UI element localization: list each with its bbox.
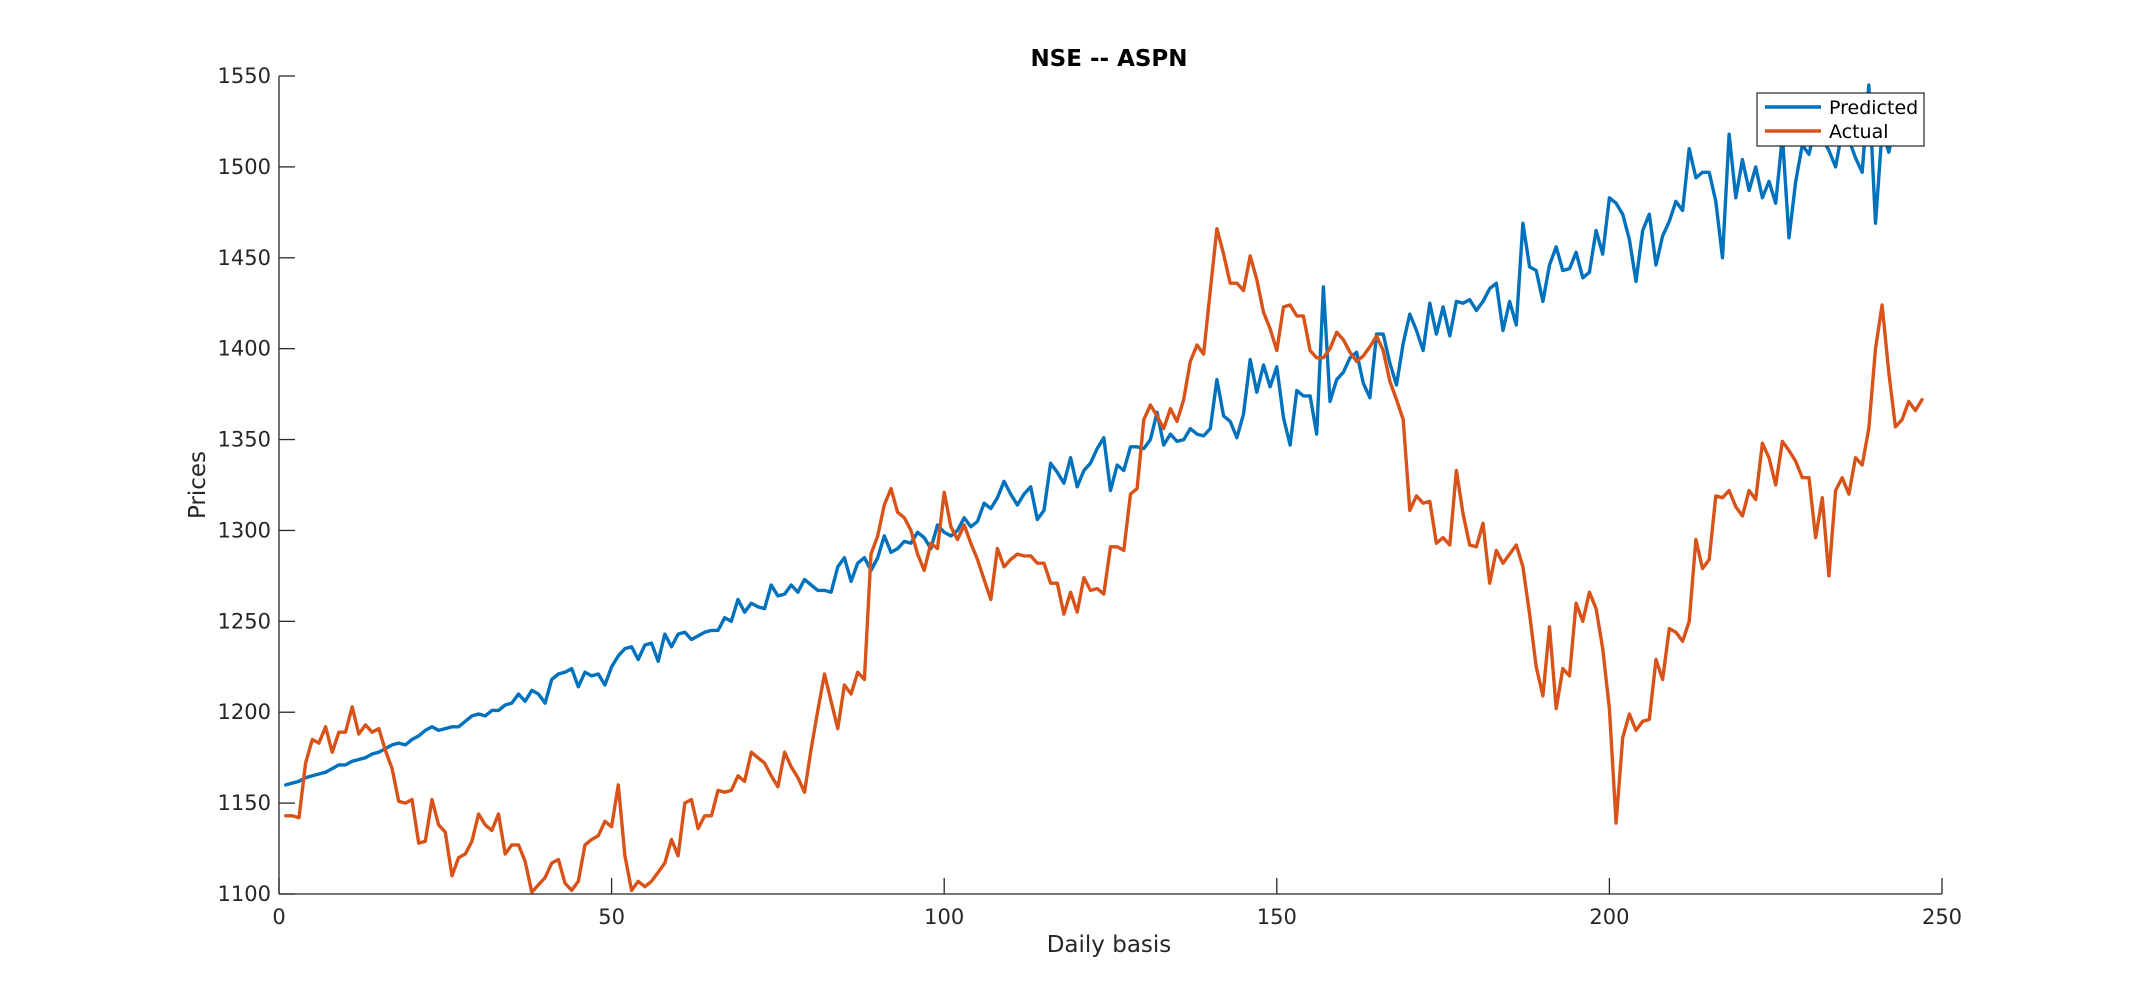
y-tick-label: 1200 xyxy=(218,700,271,724)
x-axis-ticks: 0 50 100 150 200 250 xyxy=(272,878,1962,929)
x-tick-label: 100 xyxy=(924,905,964,929)
y-tick-label: 1150 xyxy=(218,791,271,815)
y-tick-label: 1350 xyxy=(218,428,271,452)
y-tick-label: 1300 xyxy=(218,518,271,542)
series-line-predicted xyxy=(284,83,1904,787)
x-tick-label: 150 xyxy=(1257,905,1297,929)
y-tick-label: 1550 xyxy=(218,64,271,88)
axes xyxy=(278,76,1942,895)
x-tick-label: 0 xyxy=(272,905,285,929)
y-axis-ticks: 1100 1150 1200 1250 1300 1350 1400 1450 1500 1550 xyxy=(218,64,295,906)
series-layer xyxy=(284,83,1924,894)
x-tick-label: 50 xyxy=(598,905,625,929)
y-tick-label: 1450 xyxy=(218,246,271,270)
x-tick-label: 250 xyxy=(1922,905,1962,929)
y-tick-label: 1400 xyxy=(218,337,271,361)
y-axis-label: Prices xyxy=(185,451,211,519)
legend-label-actual: Actual xyxy=(1829,121,1889,143)
y-tick-label: 1250 xyxy=(218,609,271,633)
x-axis-label: Daily basis xyxy=(1047,932,1172,958)
series-line-actual xyxy=(284,226,1924,894)
legend-box xyxy=(1756,92,1925,147)
x-tick-label: 200 xyxy=(1589,905,1629,929)
y-tick-label: 1500 xyxy=(218,155,271,179)
y-tick-label: 1100 xyxy=(218,882,271,906)
legend-label-predicted: Predicted xyxy=(1829,97,1918,119)
chart-title: NSE -- ASPN xyxy=(1030,46,1187,72)
